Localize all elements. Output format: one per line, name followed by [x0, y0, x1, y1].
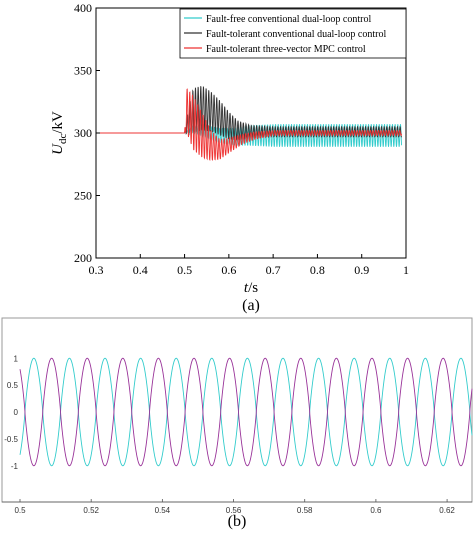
panel-a-y-label-sub: dc	[57, 134, 69, 145]
panel-a-y-label-unit: /kV	[50, 111, 66, 134]
panel-b-x-ticks: 0.5 0.52 0.54 0.56 0.58 0.6 0.62	[14, 499, 455, 515]
panel-a-x-tick-label: 1	[403, 263, 409, 277]
panel-b-chart: 0.5 0.52 0.54 0.56 0.58 0.6 0.62 1 0.5 0 -0.5 -1 (…	[1, 317, 473, 530]
panel-a-x-tick-label: 0.3	[89, 263, 104, 277]
panel-a-x-tick-label: 0.6	[221, 263, 236, 277]
panel-a-x-tick-label: 0.7	[266, 263, 281, 277]
panel-a-y-tick-label: 300	[74, 126, 92, 140]
panel-b-x-tick-label: 0.5	[14, 506, 26, 515]
panel-b-y-tick-label: 0	[14, 408, 19, 417]
panel-b-caption-label: (b)	[228, 513, 247, 530]
panel-a-y-label-var: U	[50, 143, 66, 155]
panel-a-legend: Fault-free conventional dual-loop contro…	[179, 8, 407, 59]
panel-b-x-tick-label: 0.62	[439, 506, 455, 515]
panel-b-outer-frame	[1, 317, 473, 503]
panel-a-series-group	[96, 86, 403, 162]
panel-a-y-ticks: 200 250 300 350 400	[74, 1, 100, 265]
panel-a-y-tick-label: 200	[74, 251, 92, 265]
panel-b-x-tick-label: 0.56	[226, 506, 242, 515]
panel-b-x-tick-label: 0.54	[155, 506, 171, 515]
panel-a-y-tick-label: 400	[74, 1, 92, 15]
panel-a-x-ticks: 0.3 0.4 0.5 0.6 0.7 0.8 0.9 1	[89, 254, 409, 277]
panel-a-y-tick-label: 250	[74, 189, 92, 203]
panel-b-y-tick-label: -1	[11, 462, 19, 471]
panel-a-x-tick-label: 0.4	[133, 263, 148, 277]
panel-b-x-tick-label: 0.58	[297, 506, 313, 515]
panel-a-y-tick-label: 350	[74, 64, 92, 78]
panel-a-x-tick-label: 0.8	[310, 263, 325, 277]
panel-b-series-line-0	[19, 357, 473, 467]
panel-a-legend-entry: Fault-tolerant three-vector MPC control	[206, 44, 366, 55]
panel-a-x-axis-label: t/s	[244, 280, 258, 296]
panel-b-x-tick-label: 0.6	[370, 506, 382, 515]
panel-a-legend-box	[179, 8, 407, 59]
panel-a-legend-entry: Fault-free conventional dual-loop contro…	[206, 14, 371, 25]
panel-a-series-line-2	[96, 88, 403, 162]
panel-a-caption-label: (a)	[242, 297, 260, 314]
panel-b-x-tick-label: 0.52	[83, 506, 99, 515]
panel-b-y-tick-label: 1	[14, 354, 19, 363]
panel-a-x-label-var: t	[244, 280, 249, 296]
panel-a-x-tick-label: 0.5	[177, 263, 192, 277]
panel-a-y-axis-label: Udc/kV	[50, 111, 69, 155]
panel-a-chart: 0.3 0.4 0.5 0.6 0.7 0.8 0.9 1 200 250 300 350 400 t…	[50, 1, 409, 314]
panel-b-y-ticks: 1 0.5 0 -0.5 -1	[4, 354, 18, 471]
panel-a-legend-entry: Fault-tolerant conventional dual-loop co…	[206, 29, 386, 40]
panel-b-y-tick-label: 0.5	[7, 381, 19, 390]
panel-b-series-group	[19, 357, 473, 467]
panel-b-y-tick-label: -0.5	[4, 435, 18, 444]
panel-b-series-line-1	[19, 357, 473, 467]
panel-a-x-tick-label: 0.9	[354, 263, 369, 277]
panel-a-x-label-unit: /s	[248, 280, 258, 296]
